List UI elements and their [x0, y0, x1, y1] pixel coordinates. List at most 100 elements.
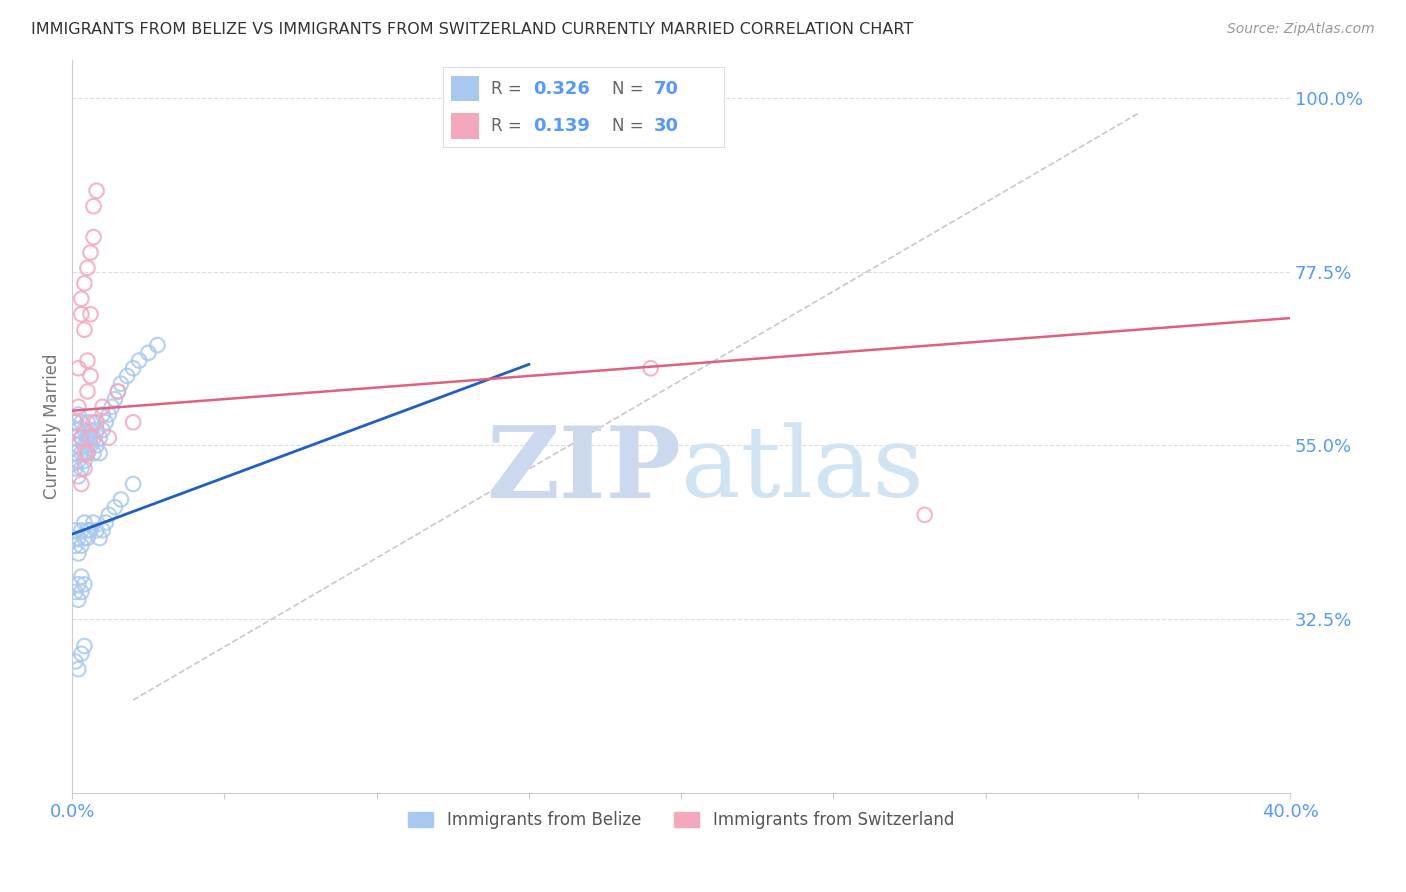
Point [67, 454, 90, 468]
Point [89, 431, 111, 445]
Point [89, 531, 111, 545]
Point [76, 415, 98, 429]
Point [89, 446, 111, 460]
Point [79, 245, 101, 260]
Point [83, 516, 105, 530]
Point [65, 415, 87, 429]
Point [67, 469, 90, 483]
Point [67, 531, 90, 545]
Point [65, 524, 87, 538]
Point [91, 423, 114, 437]
Point [86, 524, 108, 538]
Text: 0.139: 0.139 [533, 118, 589, 136]
Point [128, 353, 150, 368]
Point [65, 415, 87, 429]
Point [70, 431, 93, 445]
Point [67, 408, 90, 422]
Point [73, 438, 96, 452]
Point [70, 539, 93, 553]
Point [914, 508, 936, 522]
Text: Source: ZipAtlas.com: Source: ZipAtlas.com [1227, 22, 1375, 37]
Point [115, 368, 138, 383]
Point [104, 392, 127, 406]
Legend: Immigrants from Belize, Immigrants from Switzerland: Immigrants from Belize, Immigrants from … [402, 805, 960, 836]
Point [65, 539, 87, 553]
Point [76, 446, 98, 460]
Point [107, 384, 129, 399]
Point [67, 361, 90, 376]
Point [70, 415, 93, 429]
Point [73, 516, 96, 530]
Text: atlas: atlas [681, 422, 924, 518]
Point [86, 423, 108, 437]
Point [73, 277, 96, 291]
Text: 30: 30 [654, 118, 679, 136]
Point [67, 400, 90, 414]
Point [97, 408, 120, 422]
Text: ZIP: ZIP [486, 422, 681, 518]
Point [70, 431, 93, 445]
Point [65, 461, 87, 475]
Point [67, 662, 90, 676]
Point [70, 446, 93, 460]
Point [122, 361, 145, 376]
Point [73, 531, 96, 545]
Point [70, 569, 93, 583]
Point [73, 461, 96, 475]
Point [86, 184, 108, 198]
Point [101, 400, 124, 414]
Y-axis label: Currently Married: Currently Married [44, 353, 60, 499]
Point [70, 292, 93, 306]
Point [83, 415, 105, 429]
Point [91, 524, 114, 538]
Point [83, 199, 105, 213]
Point [67, 577, 90, 591]
Point [73, 577, 96, 591]
Point [67, 438, 90, 452]
Point [67, 546, 90, 560]
Text: 0.326: 0.326 [533, 79, 589, 97]
Point [73, 454, 96, 468]
Point [94, 415, 117, 429]
FancyBboxPatch shape [451, 76, 479, 102]
Point [65, 655, 87, 669]
Point [146, 338, 169, 352]
Point [67, 423, 90, 437]
Point [65, 431, 87, 445]
Point [97, 431, 120, 445]
Point [86, 415, 108, 429]
Text: R =: R = [491, 118, 522, 136]
Point [79, 368, 101, 383]
Point [76, 260, 98, 275]
Text: N =: N = [612, 118, 643, 136]
Point [640, 361, 662, 376]
Point [94, 516, 117, 530]
Point [73, 323, 96, 337]
FancyBboxPatch shape [451, 113, 479, 139]
Point [86, 438, 108, 452]
Point [79, 307, 101, 321]
Point [76, 353, 98, 368]
Point [138, 346, 160, 360]
Point [83, 230, 105, 244]
Point [122, 415, 145, 429]
Point [73, 446, 96, 460]
Point [76, 431, 98, 445]
Text: N =: N = [612, 79, 643, 97]
Point [110, 376, 132, 391]
Point [76, 384, 98, 399]
Point [65, 446, 87, 460]
Point [79, 524, 101, 538]
Point [73, 639, 96, 653]
Point [76, 531, 98, 545]
Point [73, 423, 96, 437]
Point [79, 423, 101, 437]
Point [67, 592, 90, 607]
Point [91, 408, 114, 422]
Point [110, 492, 132, 507]
Point [79, 431, 101, 445]
Point [70, 647, 93, 661]
Point [122, 477, 145, 491]
Point [97, 508, 120, 522]
Point [83, 431, 105, 445]
